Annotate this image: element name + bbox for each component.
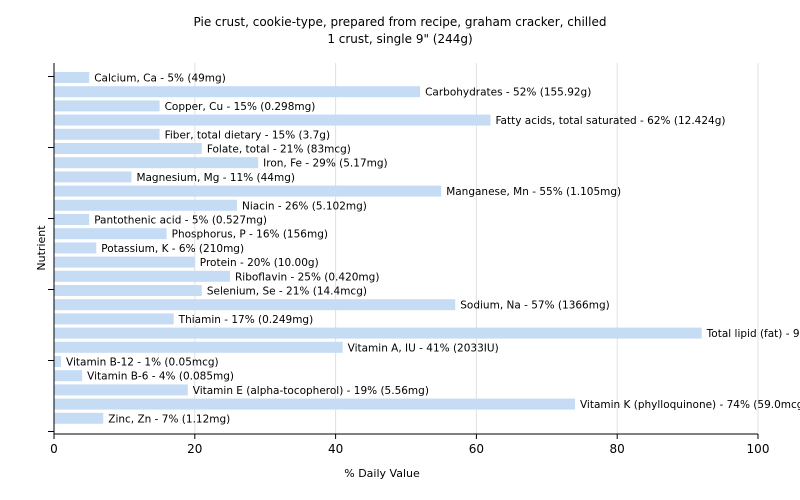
bar (54, 114, 491, 126)
data-label: Zinc, Zn - 7% (1.12mg) (108, 413, 230, 425)
x-tick-label: 80 (610, 442, 625, 456)
bar (54, 171, 132, 183)
data-label: Fatty acids, total saturated - 62% (12.4… (495, 115, 725, 127)
bar (54, 157, 259, 169)
bar (54, 72, 90, 83)
x-tick-label: 100 (747, 442, 770, 456)
bar (54, 313, 174, 325)
data-label: Folate, total - 21% (83mcg) (207, 144, 351, 156)
data-label: Calcium, Ca - 5% (49mg) (94, 73, 226, 85)
bar (54, 228, 167, 240)
data-label: Selenium, Se - 21% (14.4mcg) (207, 286, 367, 298)
data-label: Thiamin - 17% (0.249mg) (178, 314, 314, 326)
bar (54, 128, 160, 140)
bar (54, 214, 90, 225)
data-label: Vitamin K (phylloquinone) - 74% (59.0mcg… (580, 399, 800, 411)
data-label: Fiber, total dietary - 15% (3.7g) (165, 129, 330, 141)
data-label: Carbohydrates - 52% (155.92g) (425, 87, 591, 99)
bar (54, 143, 202, 154)
bar (54, 100, 160, 112)
chart-subtitle: 1 crust, single 9" (244g) (327, 32, 473, 46)
data-label: Sodium, Na - 57% (1366mg) (460, 300, 609, 312)
data-label: Magnesium, Mg - 11% (44mg) (136, 172, 295, 184)
bar (54, 341, 343, 353)
bar (54, 256, 195, 268)
data-label: Manganese, Mn - 55% (1.105mg) (446, 186, 621, 198)
data-label: Potassium, K - 6% (210mg) (101, 243, 244, 255)
chart-title: Pie crust, cookie-type, prepared from re… (193, 15, 607, 29)
data-label: Vitamin E (alpha-tocopherol) - 19% (5.56… (193, 385, 429, 397)
data-label: Iron, Fe - 29% (5.17mg) (263, 158, 387, 170)
bar (54, 185, 442, 197)
bar (54, 398, 575, 410)
y-axis-label: Nutrient (35, 225, 48, 271)
bar (54, 242, 97, 254)
x-tick-label: 40 (328, 442, 343, 456)
bar (54, 270, 230, 282)
x-tick-label: 0 (50, 442, 58, 456)
data-label: Riboflavin - 25% (0.420mg) (235, 271, 379, 283)
x-tick-label: 20 (187, 442, 202, 456)
bar (54, 285, 202, 296)
data-label: Pantothenic acid - 5% (0.527mg) (94, 215, 267, 227)
data-label: Vitamin A, IU - 41% (2033IU) (348, 342, 499, 354)
data-label: Niacin - 26% (5.102mg) (242, 200, 367, 212)
data-label: Copper, Cu - 15% (0.298mg) (165, 101, 316, 113)
bar (54, 384, 188, 396)
bar (54, 356, 62, 367)
bar (54, 370, 83, 382)
data-label: Vitamin B-12 - 1% (0.05mcg) (66, 357, 219, 369)
data-label: Total lipid (fat) - 92% (59.54g) (706, 328, 800, 340)
bar (54, 327, 702, 339)
data-label: Phosphorus, P - 16% (156mg) (172, 229, 328, 241)
data-label: Protein - 20% (10.00g) (200, 257, 319, 269)
x-axis-label: % Daily Value (344, 467, 420, 480)
bar (54, 412, 104, 424)
bar (54, 299, 456, 311)
bar (54, 199, 238, 211)
bar (54, 86, 421, 98)
x-tick-label: 60 (469, 442, 484, 456)
data-label: Vitamin B-6 - 4% (0.085mg) (87, 371, 234, 383)
